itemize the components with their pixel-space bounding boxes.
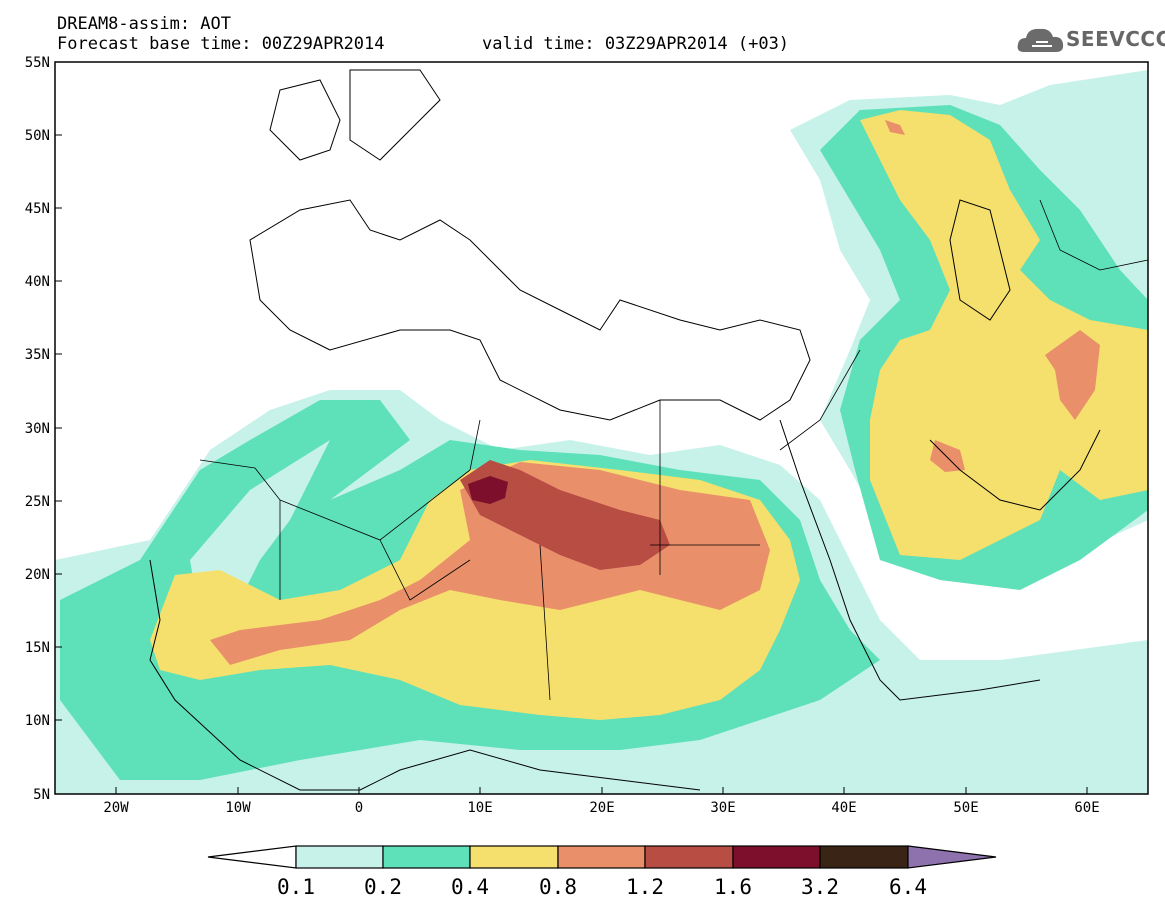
lat-label: 25N [25,494,50,510]
lon-label: 20E [589,800,614,816]
lon-label: 60E [1074,800,1099,816]
colorbar-label: 6.4 [889,875,927,899]
colorbar [207,845,997,869]
lat-label: 55N [25,55,50,71]
lat-label: 15N [25,640,50,656]
lat-ticks [55,61,62,795]
colorbar-swatch [819,845,909,869]
colorbar-label: 0.8 [539,875,577,899]
country-borders [199,199,1148,701]
cloud-logo-icon [1017,28,1064,52]
lon-label: 0 [355,800,363,816]
colorbar-swatch [469,845,559,869]
colorbar-label: 0.4 [451,875,489,899]
colorbar-label: 0.1 [277,875,315,899]
base-time-label: Forecast base time: 00Z29APR2014 [57,34,385,54]
colorbar-swatch [557,845,646,869]
lat-labels: 55N 50N 45N 40N 35N 30N 25N 20N 15N 10N … [25,55,50,803]
lon-ticks [115,787,1088,794]
lon-label: 50E [953,800,978,816]
colorbar-low-arrow [207,845,297,869]
colorbar-label: 1.6 [714,875,752,899]
aot-field [55,62,1148,794]
colorbar-label: 0.2 [364,875,402,899]
lon-label: 10W [225,800,251,816]
colorbar-swatch [732,845,821,869]
coastlines [149,69,1101,791]
colorbar-swatch [295,845,384,869]
lon-label: 10E [467,800,492,816]
lat-label: 40N [25,274,50,290]
colorbar-swatch [382,845,471,869]
valid-time-label: valid time: 03Z29APR2014 (+03) [482,34,790,54]
seevccc-logo: SEEVCCC [1016,22,1165,58]
colorbar-swatch [644,845,734,869]
lat-label: 30N [25,421,50,437]
aot-level-1.6 [468,476,508,504]
lat-label: 35N [25,347,50,363]
lat-label: 50N [25,128,50,144]
aot-level-1.2 [460,460,670,570]
lat-label: 20N [25,567,50,583]
lon-label: 40E [831,800,856,816]
colorbar-label: 1.2 [626,875,664,899]
model-title: DREAM8-assim: AOT [57,14,231,34]
colorbar-label: 3.2 [801,875,839,899]
lat-label: 5N [33,787,50,803]
lon-label: 30E [710,800,735,816]
colorbar-high-arrow [907,845,997,869]
lat-label: 45N [25,201,50,217]
logo-text: SEEVCCC [1066,27,1165,51]
lon-label: 20W [103,800,129,816]
lat-label: 10N [25,713,50,729]
lon-labels: 20W 10W 0 10E 20E 30E 40E 50E 60E [103,800,1099,816]
colorbar-labels: 0.1 0.2 0.4 0.8 1.2 1.6 3.2 6.4 [277,875,927,899]
